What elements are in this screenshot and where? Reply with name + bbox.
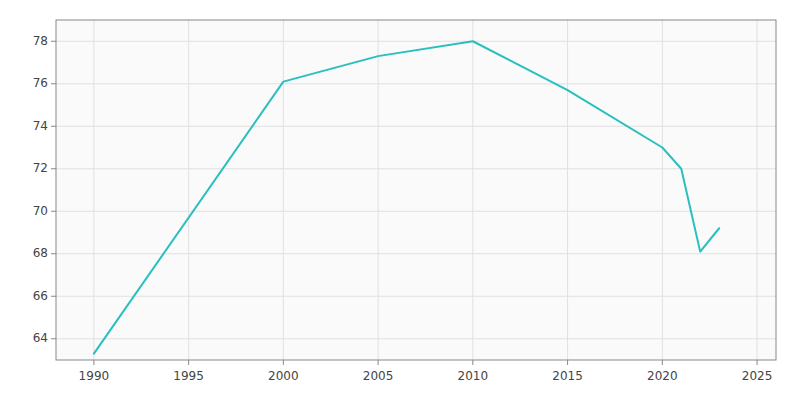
x-tick-label: 2020 xyxy=(647,369,678,383)
x-tick-label: 2000 xyxy=(268,369,299,383)
x-tick xyxy=(93,360,94,365)
x-tick xyxy=(472,360,473,365)
chart: 64 66 68 70 72 74 76 78 1990 1995 2000 2005 2010 2015… xyxy=(0,0,800,400)
y-grid-line xyxy=(56,296,776,297)
x-tick-label: 2025 xyxy=(742,369,773,383)
x-tick-label: 1995 xyxy=(173,369,204,383)
x-grid-line xyxy=(757,20,758,360)
x-tick-label: 2010 xyxy=(458,369,489,383)
y-tick xyxy=(51,296,56,297)
x-grid-line xyxy=(188,20,189,360)
x-tick-label: 1990 xyxy=(79,369,110,383)
y-tick xyxy=(51,41,56,42)
grid xyxy=(56,20,776,360)
y-tick-label: 72 xyxy=(33,161,48,175)
y-tick xyxy=(51,168,56,169)
x-grid-line xyxy=(283,20,284,360)
y-tick-label: 66 xyxy=(33,289,48,303)
y-grid-line xyxy=(56,211,776,212)
x-tick xyxy=(757,360,758,365)
x-grid-line xyxy=(662,20,663,360)
x-tick xyxy=(188,360,189,365)
y-tick xyxy=(51,211,56,212)
x-tick xyxy=(283,360,284,365)
y-tick-label: 74 xyxy=(33,119,48,133)
x-tick xyxy=(567,360,568,365)
x-grid-line xyxy=(93,20,94,360)
y-grid-line xyxy=(56,168,776,169)
y-tick xyxy=(51,83,56,84)
data-area xyxy=(94,41,719,353)
plot-frame xyxy=(56,20,776,360)
y-tick-label: 64 xyxy=(33,331,48,345)
y-tick xyxy=(51,253,56,254)
x-tick-label: 2005 xyxy=(363,369,394,383)
y-grid-line xyxy=(56,338,776,339)
x-tick xyxy=(662,360,663,365)
y-tick-label: 78 xyxy=(33,34,48,48)
y-tick-label: 76 xyxy=(33,76,48,90)
y-grid-line xyxy=(56,126,776,127)
y-tick-label: 68 xyxy=(33,246,48,260)
y-grid-line xyxy=(56,41,776,42)
x-grid-line xyxy=(567,20,568,360)
plot-background xyxy=(56,20,776,360)
y-tick xyxy=(51,126,56,127)
y-tick xyxy=(51,338,56,339)
axes: 64 66 68 70 72 74 76 78 1990 1995 2000 2005 2010 2015… xyxy=(33,20,776,383)
y-grid-line xyxy=(56,83,776,84)
x-grid-line xyxy=(378,20,379,360)
x-grid-line xyxy=(472,20,473,360)
y-tick-label: 70 xyxy=(33,204,48,218)
x-tick-label: 2015 xyxy=(552,369,583,383)
line xyxy=(94,41,719,353)
x-tick xyxy=(378,360,379,365)
